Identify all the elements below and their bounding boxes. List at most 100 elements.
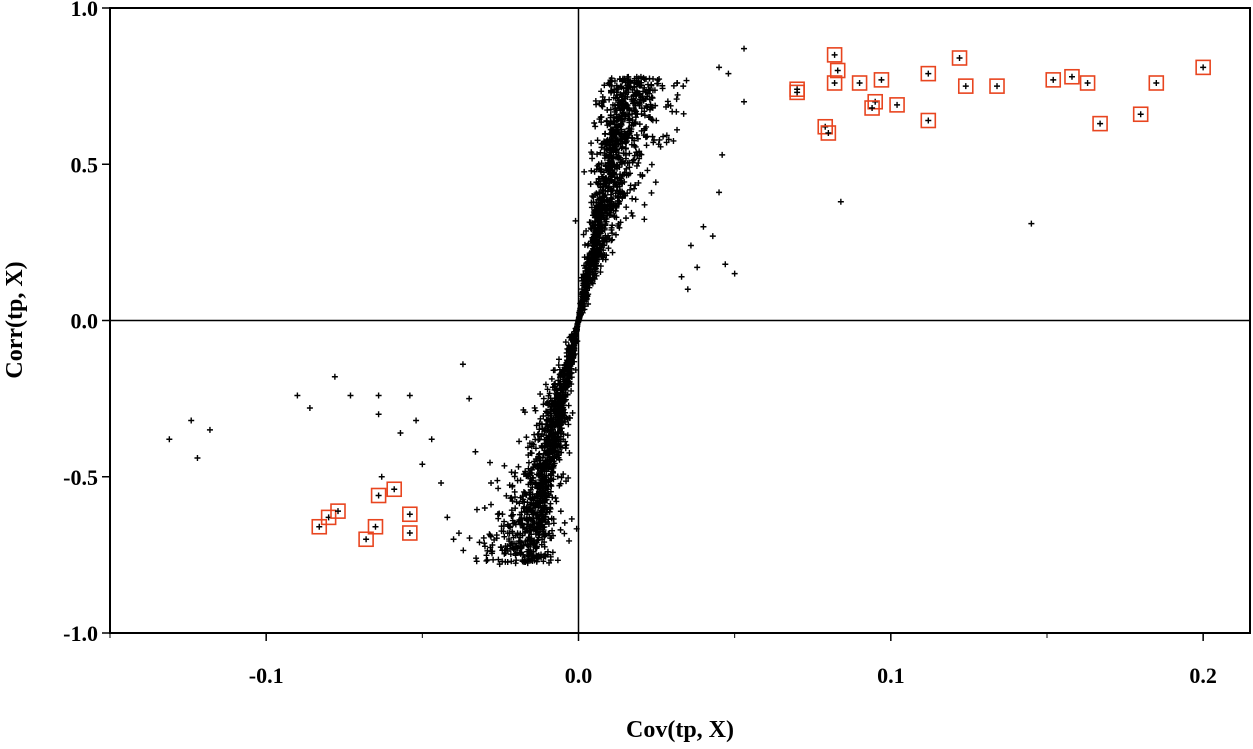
data-point bbox=[539, 536, 546, 543]
data-point bbox=[630, 156, 637, 163]
data-point bbox=[608, 177, 615, 184]
data-point bbox=[607, 169, 614, 176]
data-point bbox=[601, 193, 608, 200]
outlier-point bbox=[719, 151, 726, 158]
data-point bbox=[534, 490, 541, 497]
data-point bbox=[613, 124, 620, 131]
data-point bbox=[635, 79, 642, 86]
data-point bbox=[636, 121, 643, 128]
data-point bbox=[530, 515, 537, 522]
data-point bbox=[631, 77, 638, 84]
data-point bbox=[540, 491, 547, 498]
data-point bbox=[614, 101, 621, 108]
data-point bbox=[655, 80, 662, 87]
data-point bbox=[551, 381, 558, 388]
data-point bbox=[487, 544, 494, 551]
data-point bbox=[480, 534, 487, 541]
highlighted-point bbox=[316, 523, 323, 530]
data-point bbox=[638, 110, 645, 117]
data-point bbox=[665, 136, 672, 143]
data-point bbox=[629, 212, 636, 219]
data-point bbox=[525, 465, 532, 472]
data-point bbox=[533, 479, 540, 486]
highlighted-point bbox=[925, 70, 932, 77]
data-point bbox=[560, 368, 567, 375]
data-point bbox=[639, 171, 646, 178]
data-point bbox=[502, 558, 509, 565]
data-point bbox=[543, 420, 550, 427]
data-point bbox=[589, 280, 596, 287]
data-point bbox=[540, 401, 547, 408]
outlier-point bbox=[837, 198, 844, 205]
data-point bbox=[562, 339, 569, 346]
data-point bbox=[542, 532, 549, 539]
data-point bbox=[604, 147, 611, 154]
data-point bbox=[535, 472, 542, 479]
data-point bbox=[531, 404, 538, 411]
data-point bbox=[513, 498, 520, 505]
highlighted-point bbox=[825, 130, 832, 136]
data-point bbox=[512, 505, 519, 512]
data-point bbox=[481, 540, 488, 547]
data-point bbox=[642, 133, 649, 140]
highlight-box bbox=[989, 78, 1005, 94]
outlier-point bbox=[331, 373, 338, 380]
data-point bbox=[616, 75, 623, 82]
data-point bbox=[540, 527, 547, 534]
data-point bbox=[627, 79, 634, 86]
data-point bbox=[588, 167, 595, 174]
data-point bbox=[593, 190, 600, 197]
data-point bbox=[548, 515, 555, 522]
data-point bbox=[532, 445, 539, 452]
outlier-point bbox=[375, 392, 382, 399]
data-point bbox=[612, 181, 619, 188]
data-point bbox=[674, 91, 681, 98]
data-point bbox=[644, 167, 651, 174]
data-point bbox=[622, 215, 629, 222]
data-point bbox=[623, 204, 630, 211]
data-point bbox=[554, 473, 561, 480]
data-point bbox=[619, 143, 626, 150]
data-point bbox=[526, 534, 533, 541]
highlight-box bbox=[957, 78, 974, 94]
data-point bbox=[550, 520, 557, 527]
x-tick-label: 0.2 bbox=[1189, 663, 1217, 688]
data-point bbox=[476, 539, 483, 546]
highlight-box bbox=[330, 503, 346, 519]
data-point bbox=[542, 381, 549, 388]
data-point bbox=[556, 482, 563, 489]
data-point bbox=[501, 550, 508, 557]
highlight-box bbox=[402, 506, 418, 523]
data-point bbox=[566, 363, 573, 370]
data-point bbox=[558, 444, 565, 451]
data-point bbox=[535, 482, 542, 489]
data-point bbox=[529, 507, 536, 514]
data-point bbox=[598, 88, 605, 95]
highlight-box bbox=[1064, 68, 1080, 85]
data-point bbox=[586, 219, 593, 226]
highlighted-point bbox=[869, 105, 876, 111]
data-point bbox=[614, 194, 621, 201]
data-point bbox=[534, 463, 541, 470]
data-point bbox=[599, 140, 606, 147]
data-point bbox=[591, 120, 598, 127]
data-point bbox=[620, 150, 627, 157]
data-point bbox=[683, 77, 690, 84]
data-point bbox=[540, 462, 547, 469]
data-point bbox=[632, 114, 639, 121]
data-point bbox=[601, 150, 608, 157]
data-point bbox=[564, 391, 571, 398]
data-point bbox=[603, 182, 610, 189]
data-point bbox=[614, 175, 621, 182]
highlight-box bbox=[826, 47, 843, 63]
data-point bbox=[511, 519, 518, 526]
data-point bbox=[584, 271, 591, 278]
data-point bbox=[531, 520, 538, 527]
data-point bbox=[641, 84, 648, 91]
data-point bbox=[638, 105, 645, 112]
data-point bbox=[560, 471, 567, 478]
data-point bbox=[497, 544, 504, 551]
outlier-point bbox=[375, 411, 382, 418]
data-point bbox=[487, 532, 494, 539]
